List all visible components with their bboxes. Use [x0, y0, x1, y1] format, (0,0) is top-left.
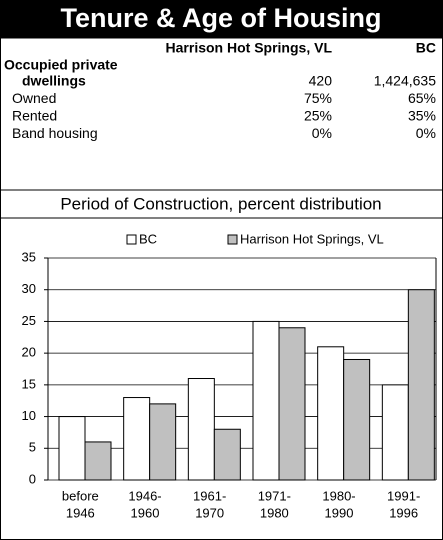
y-tick-label: 25	[22, 313, 36, 328]
cell: 0%	[312, 125, 332, 141]
row-label: Rented	[12, 108, 57, 124]
y-tick-label: 15	[22, 376, 36, 391]
cell: 25%	[304, 108, 332, 124]
bar	[278, 327, 306, 481]
y-tick-label: 20	[22, 345, 36, 360]
row-label: Band housing	[12, 125, 98, 141]
y-tick-label: 5	[29, 440, 36, 455]
x-tick-label: 1971-	[258, 488, 291, 503]
x-tick-label: 1980	[260, 505, 289, 520]
row-label: dwellings	[22, 73, 86, 89]
bar	[84, 441, 112, 481]
cell: 65%	[408, 90, 436, 106]
page-title: Tenure & Age of Housing	[61, 3, 382, 33]
cell: 35%	[408, 108, 436, 124]
x-tick-label: 1960	[131, 505, 160, 520]
column-header: Harrison Hot Springs, VL	[166, 40, 333, 56]
cell: 0%	[416, 125, 436, 141]
chart-title: Period of Construction, percent distribu…	[60, 194, 381, 213]
legend-label: BC	[139, 231, 157, 246]
bar	[149, 403, 177, 481]
y-tick-label: 0	[29, 471, 36, 486]
bar	[381, 384, 409, 481]
bar	[317, 346, 345, 481]
title-bar	[0, 0, 443, 38]
x-tick-label: 1991-	[387, 488, 420, 503]
column-header: BC	[416, 40, 436, 56]
bar	[58, 416, 86, 481]
x-tick-label: 1996	[389, 505, 418, 520]
x-tick-label: 1961-	[193, 488, 226, 503]
x-tick-label: before	[62, 488, 99, 503]
cell: 75%	[304, 90, 332, 106]
bar	[123, 397, 151, 481]
x-tick-label: 1970	[195, 505, 224, 520]
legend-swatch	[126, 234, 137, 245]
x-tick-label: 1946	[66, 505, 95, 520]
bar	[252, 320, 280, 481]
row-label: Owned	[12, 90, 56, 106]
bar	[213, 428, 241, 481]
x-tick-label: 1980-	[322, 488, 355, 503]
legend-swatch	[227, 234, 238, 245]
row-label: Occupied private	[4, 57, 118, 73]
x-tick-label: 1946-	[128, 488, 161, 503]
y-tick-label: 10	[22, 408, 36, 423]
bar	[407, 289, 435, 481]
cell: 1,424,635	[374, 73, 436, 89]
cell: 420	[309, 73, 333, 89]
bar	[343, 358, 371, 481]
bar	[187, 378, 215, 481]
legend-label: Harrison Hot Springs, VL	[240, 231, 384, 246]
x-tick-label: 1990	[325, 505, 354, 520]
y-tick-label: 35	[22, 249, 36, 264]
y-tick-label: 30	[22, 281, 36, 296]
